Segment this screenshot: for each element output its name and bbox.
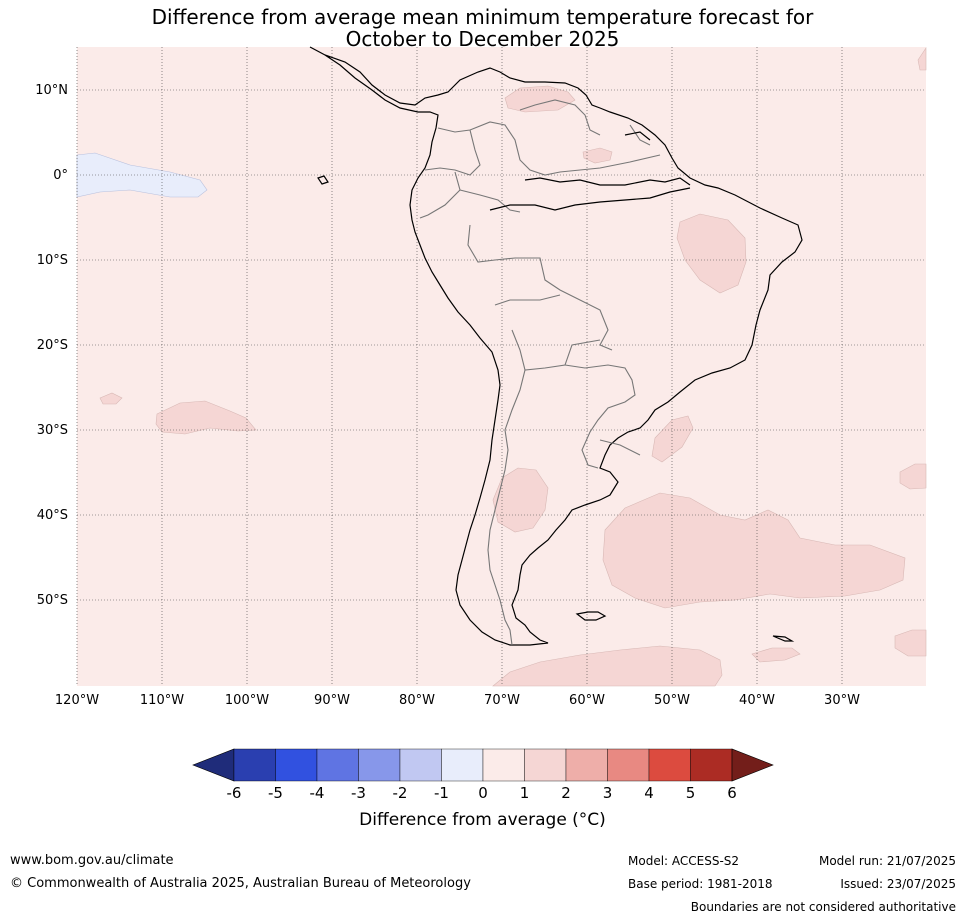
colorbar-tick-label: -1: [434, 784, 449, 802]
south-america-coastline: [309, 46, 803, 646]
colorbar-tick-label: 6: [727, 784, 737, 802]
lon-tick-label: 40°W: [739, 693, 775, 708]
lon-tick-label: 30°W: [824, 693, 860, 708]
colorbar-tick-label: 3: [602, 784, 613, 802]
warm-anomaly-region: [492, 645, 723, 687]
colorbar-tick-label: 5: [685, 784, 696, 802]
colorbar-swatch: [607, 748, 650, 782]
river-lines: [489, 131, 691, 211]
country-borders: [419, 99, 661, 646]
colorbar-swatch: [399, 748, 442, 782]
south-georgia-island: [772, 635, 795, 642]
map-title-line-1: Difference from average mean minimum tem…: [151, 5, 814, 29]
lat-tick-label: 0°: [53, 168, 68, 183]
lon-tick-label: 100°W: [224, 693, 270, 708]
colorbar-label: Difference from average (°C): [359, 810, 606, 830]
warm-anomaly-region: [582, 147, 613, 164]
lon-tick-label: 80°W: [399, 693, 435, 708]
colorbar-arrow-high: [731, 748, 774, 782]
map-gridlines: [76, 47, 926, 686]
colorbar-tick-label: -2: [392, 784, 408, 802]
warm-anomaly-region: [651, 415, 694, 463]
lon-tick-label: 110°W: [139, 693, 185, 708]
lat-tick-label: 10°N: [35, 83, 68, 98]
warm-anomaly-region: [504, 85, 576, 113]
footer-copyright: © Commonwealth of Australia 2025, Austra…: [10, 876, 471, 891]
lat-tick-label: 20°S: [36, 338, 68, 353]
colorbar-arrow-low: [192, 748, 235, 782]
cool-anomaly-region: [76, 152, 208, 198]
lat-tick-label: 40°S: [36, 508, 68, 523]
footer-model: Model: ACCESS-S2: [628, 854, 740, 868]
warm-anomaly-region: [917, 47, 927, 71]
warm-anomaly-region: [602, 492, 906, 609]
colorbar-swatch: [482, 748, 525, 782]
falkland-islands: [575, 611, 607, 621]
lon-tick-label: 120°W: [54, 693, 100, 708]
footer-issued: Issued: 23/07/2025: [840, 877, 956, 891]
warm-anomaly-region: [676, 213, 747, 294]
warm-anomaly-region: [894, 629, 927, 657]
colorbar-swatch: [233, 748, 276, 782]
galapagos-islands: [317, 175, 329, 185]
warm-anomaly-region: [899, 463, 927, 490]
footer-website: www.bom.gov.au/climate: [10, 853, 174, 868]
lat-tick-label: 10°S: [36, 253, 68, 268]
warm-anomaly-region: [492, 467, 549, 533]
colorbar-swatch: [565, 748, 608, 782]
colorbar: [192, 748, 774, 782]
colorbar-swatch: [316, 748, 359, 782]
lon-tick-label: 50°W: [654, 693, 690, 708]
colorbar-tick-label: -4: [309, 784, 325, 802]
colorbar-swatch: [275, 748, 318, 782]
lat-tick-label: 30°S: [36, 423, 68, 438]
lon-tick-label: 70°W: [484, 693, 520, 708]
colorbar-swatch: [524, 748, 567, 782]
colorbar-swatch: [648, 748, 691, 782]
warm-anomaly-region: [751, 647, 801, 663]
colorbar-swatch: [441, 748, 484, 782]
warm-anomaly-region: [155, 400, 257, 435]
map-title-line-2: October to December 2025: [345, 27, 620, 51]
footer-disclaimer: Boundaries are not considered authoritat…: [690, 900, 956, 914]
lon-tick-label: 90°W: [314, 693, 350, 708]
colorbar-tick-label: 0: [478, 784, 488, 802]
footer-model-run: Model run: 21/07/2025: [818, 854, 956, 868]
warm-anomaly-region: [99, 392, 123, 405]
colorbar-tick-label: 1: [519, 784, 530, 802]
colorbar-tick-label: 4: [644, 784, 654, 802]
lon-tick-label: 60°W: [569, 693, 605, 708]
lat-tick-label: 50°S: [36, 593, 68, 608]
colorbar-tick-label: -5: [268, 784, 283, 802]
colorbar-swatch: [358, 748, 401, 782]
colorbar-tick-label: -6: [226, 784, 242, 802]
colorbar-tick-label: 2: [561, 784, 571, 802]
colorbar-tick-label: -3: [351, 784, 366, 802]
colorbar-swatch: [690, 748, 733, 782]
footer-base-period: Base period: 1981-2018: [628, 877, 773, 891]
